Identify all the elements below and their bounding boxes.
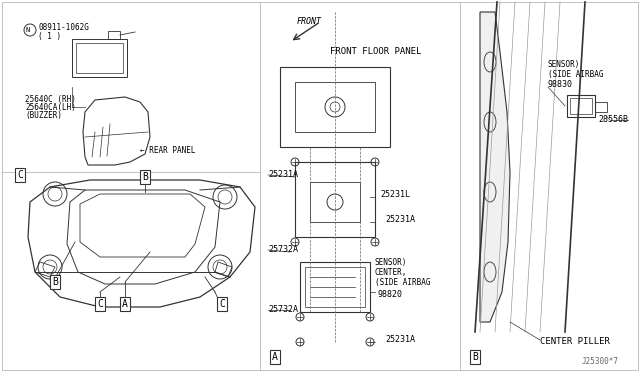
Text: B: B [472,352,478,362]
Bar [295,82,375,132]
Text: FRONT: FRONT [297,17,322,26]
Text: 25231A: 25231A [268,170,298,179]
Text: 25231A: 25231A [385,215,415,224]
Text: 98830: 98830 [548,80,573,89]
Bar [305,267,365,307]
Bar [567,95,595,117]
Text: ( 1 ): ( 1 ) [38,32,61,41]
Text: SENSOR): SENSOR) [548,60,580,69]
Text: (SIDE AIRBAG: (SIDE AIRBAG [375,278,431,287]
Text: CENTER PILLER: CENTER PILLER [540,337,610,346]
Text: 28556B: 28556B [598,115,628,124]
Bar [280,67,390,147]
Bar [72,39,127,77]
Bar [310,182,360,222]
Text: (SIDE AIRBAG: (SIDE AIRBAG [548,70,604,79]
Bar [570,98,592,114]
Text: 25640C (RH): 25640C (RH) [25,95,76,104]
Text: 25732A: 25732A [268,305,298,314]
Bar [108,31,120,39]
Bar [295,162,375,237]
Bar [300,262,370,312]
Text: 25231A: 25231A [385,335,415,344]
Text: 25640CA(LH): 25640CA(LH) [25,103,76,112]
Text: SENSOR): SENSOR) [375,258,408,267]
Text: N: N [26,27,30,33]
Text: C: C [219,299,225,309]
Text: B: B [142,172,148,182]
Text: A: A [122,299,128,309]
Text: 08911-1062G: 08911-1062G [38,23,89,32]
Text: J25300*7: J25300*7 [582,357,619,366]
Bar [595,102,607,112]
Text: A: A [272,352,278,362]
Text: (BUZZER): (BUZZER) [25,111,62,120]
Bar [76,43,123,73]
Text: C: C [17,170,23,180]
Text: 98820: 98820 [378,290,403,299]
Text: C: C [97,299,103,309]
Text: 25732A: 25732A [268,245,298,254]
Text: 25231L: 25231L [380,190,410,199]
Polygon shape [480,12,510,322]
Text: FRONT FLOOR PANEL: FRONT FLOOR PANEL [330,47,421,56]
Text: CENTER,: CENTER, [375,268,408,277]
Text: ← REAR PANEL: ← REAR PANEL [140,145,195,154]
Text: B: B [52,277,58,287]
